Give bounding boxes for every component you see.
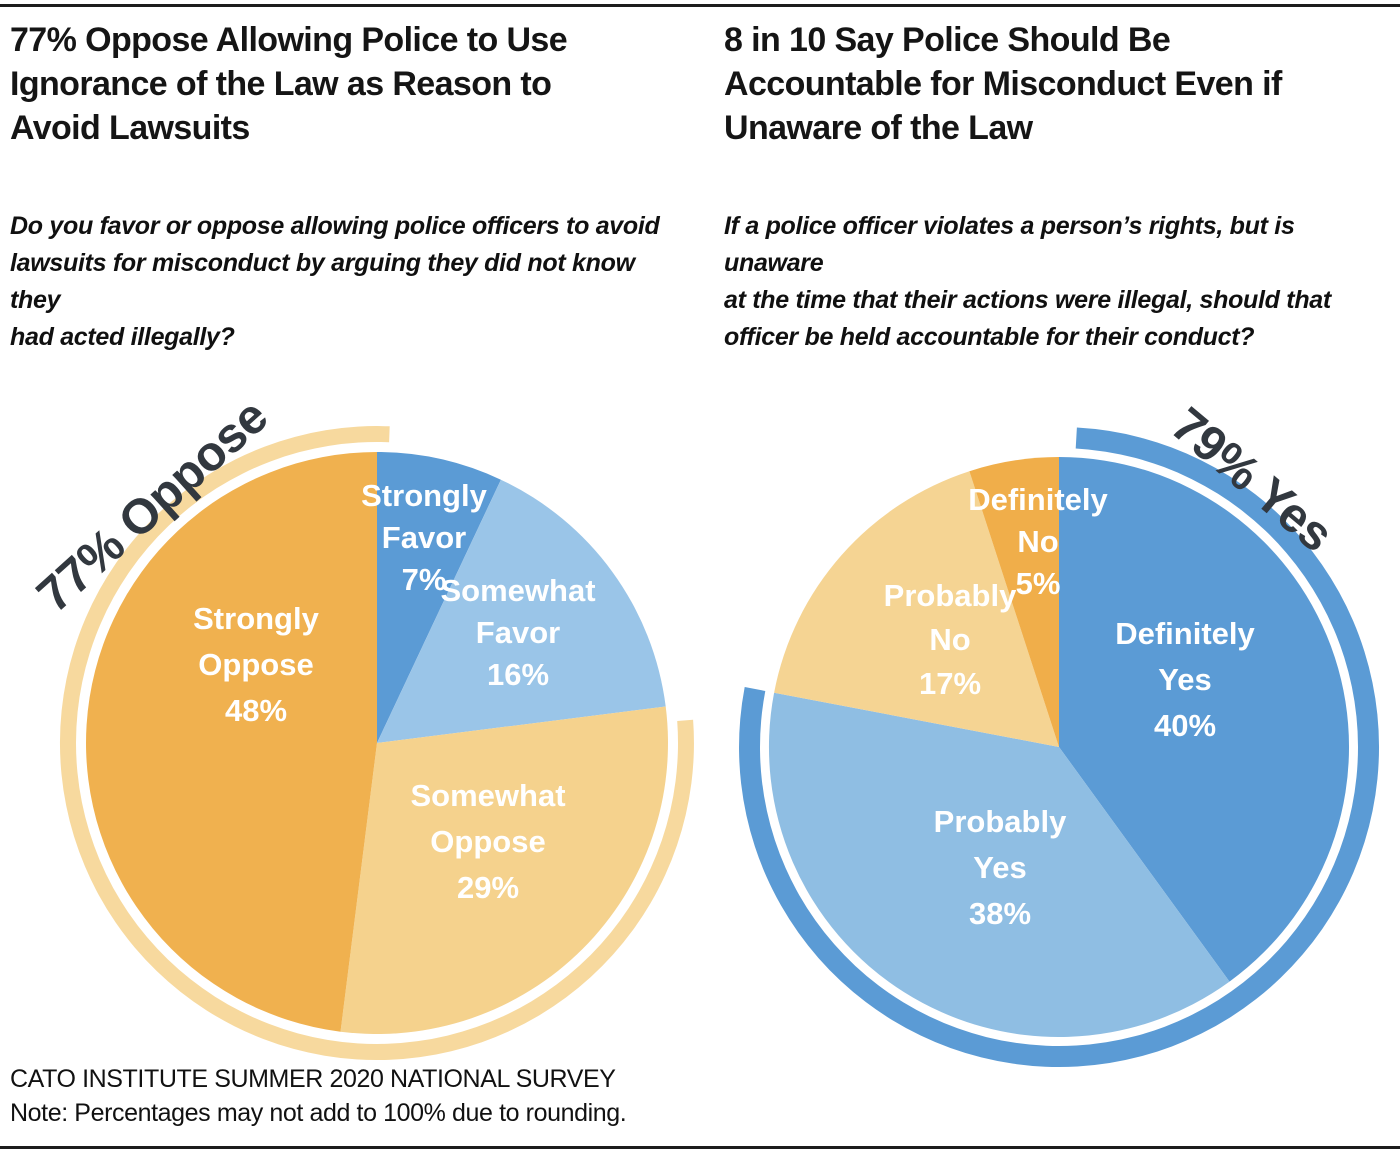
question-line: at the time that their actions were ille…	[724, 286, 1331, 314]
question-line: lawsuits for misconduct by arguing they …	[10, 249, 635, 314]
left-chart-title: 77% Oppose Allowing Police to Use Ignora…	[10, 18, 568, 150]
pie-chart-left: Strongly Favor 7%Somewhat Favor 16% Somewhat O…	[59, 426, 694, 1061]
left-chart-question: Do you favor or oppose allowing police o…	[10, 208, 682, 356]
pie-slice-strongly-oppose	[86, 452, 377, 1032]
title-line: Ignorance of the Law as Reason to	[10, 65, 552, 103]
slice-label-probably-yes: Probably Yes 38%	[934, 804, 1067, 931]
title-line: 77% Oppose Allowing Police to Use	[10, 21, 568, 59]
slice-label-definitely-yes: Definitely Yes 40%	[1115, 616, 1255, 743]
right-chart-question: If a police officer violates a person’s …	[724, 208, 1396, 356]
footer: CATO INSTITUTE SUMMER 2020 NATIONAL SURV…	[10, 1062, 627, 1130]
question-line: If a police officer violates a person’s …	[724, 212, 1295, 277]
title-line: Avoid Lawsuits	[10, 109, 250, 147]
pie-slice-probably-no	[774, 471, 1059, 747]
slice-label-strongly-oppose: Strongly Oppose 48%	[193, 601, 319, 728]
pie-slice-probably-yes	[768, 692, 1230, 1038]
title-line: 8 in 10 Say Police Should Be	[724, 21, 1171, 59]
question-line: Do you favor or oppose allowing police o…	[10, 212, 660, 240]
slice-label-strongly-favor: Strongly Favor 7%	[361, 478, 487, 597]
slice-label-definitely-no: Definitely No 5%	[968, 482, 1108, 601]
source-line: CATO INSTITUTE SUMMER 2020 NATIONAL SURV…	[10, 1065, 616, 1093]
pie-slice-strongly-favor	[377, 452, 501, 743]
question-line: officer be held accountable for their co…	[724, 323, 1255, 351]
note-line: Note: Percentages may not add to 100% du…	[10, 1099, 627, 1127]
top-rule	[0, 4, 1400, 7]
question-line: had acted illegally?	[10, 323, 235, 351]
pie-slice-somewhat-favor	[377, 479, 666, 743]
right-chart-title: 8 in 10 Say Police Should Be Accountable…	[724, 18, 1282, 150]
bottom-rule	[0, 1146, 1400, 1149]
slice-label-somewhat-favor: Somewhat Favor 16%	[440, 573, 595, 692]
pie-slice-definitely-no	[969, 457, 1059, 747]
slice-label-probably-no: Probably No 17%	[884, 578, 1017, 701]
title-line: Unaware of the Law	[724, 109, 1033, 147]
pie-chart-right: Definitely Yes 40% Probably Yes 38% Probably No…	[739, 427, 1380, 1068]
title-line: Accountable for Misconduct Even if	[724, 65, 1282, 103]
slice-label-somewhat-oppose: Somewhat Oppose 29%	[410, 778, 565, 905]
pie-slice-definitely-yes	[1059, 456, 1350, 982]
pie-slice-somewhat-oppose	[340, 706, 668, 1034]
